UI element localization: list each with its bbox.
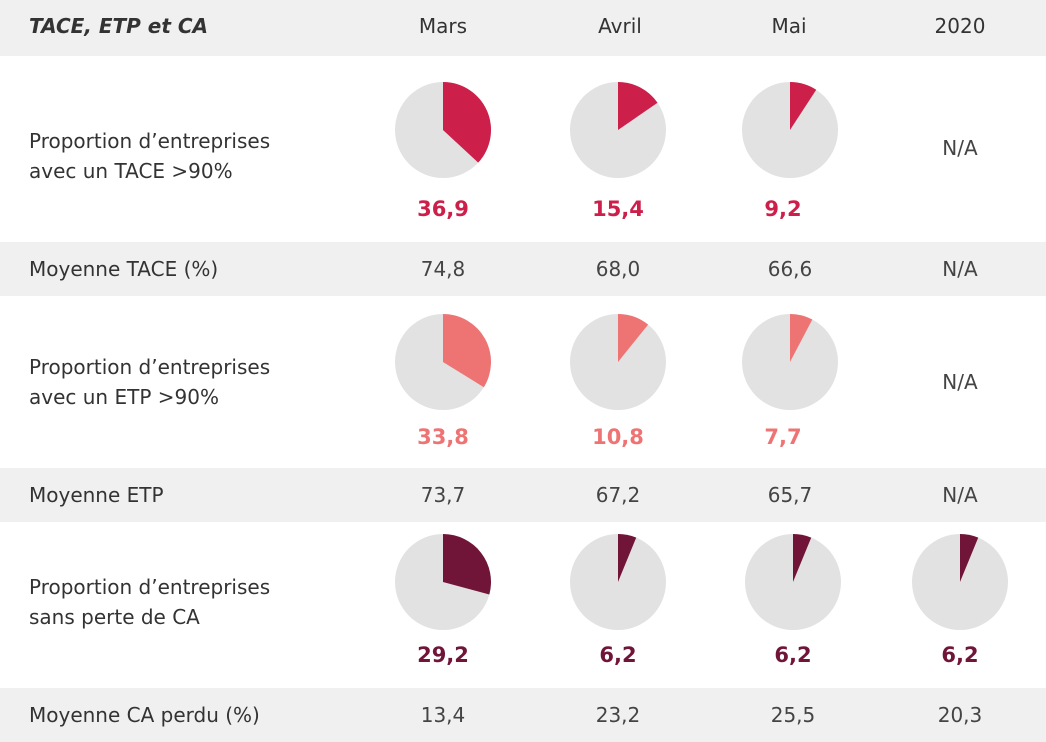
table-title: TACE, ETP et CA (29, 14, 209, 38)
etp-average-label: Moyenne ETP (29, 483, 164, 507)
pie-ca-avril (570, 534, 666, 630)
pie-svg (570, 82, 666, 178)
pie-svg (742, 82, 838, 178)
pie-svg (742, 314, 838, 410)
tace-value-avril: 15,4 (592, 197, 644, 221)
tace-proportion-label-line1: Proportion d’entreprises (29, 129, 271, 153)
etp-proportion-2020: N/A (942, 370, 978, 394)
ca-value-mars: 29,2 (417, 643, 469, 667)
tace-average-2020: N/A (942, 257, 978, 281)
pie-slice (960, 534, 979, 582)
pie-svg (745, 534, 841, 630)
tace-value-mai: 9,2 (764, 197, 802, 221)
ca-value-mai: 6,2 (774, 643, 812, 667)
tace-proportion-row: Proportion d’entreprises avec un TACE >9… (0, 56, 1046, 242)
pie-etp-avril (570, 314, 666, 410)
pie-etp-mars (395, 314, 491, 410)
pie-ca-mai (745, 534, 841, 630)
ca-average-label: Moyenne CA perdu (%) (29, 703, 260, 727)
column-header-avril: Avril (598, 14, 642, 38)
tace-average-label: Moyenne TACE (%) (29, 257, 219, 281)
pie-slice (618, 534, 637, 582)
column-header-mai: Mai (771, 14, 807, 38)
column-header-mars: Mars (418, 14, 468, 38)
ca-proportion-row: Proportion d’entreprises sans perte de C… (0, 522, 1046, 688)
tace-average-avril: 68,0 (595, 257, 641, 281)
pie-svg (395, 314, 491, 410)
pie-tace-mai (742, 82, 838, 178)
ca-average-avril: 23,2 (595, 703, 641, 727)
ca-proportion-label-line1: Proportion d’entreprises (29, 575, 271, 599)
pie-slice (618, 82, 658, 130)
etp-proportion-label-line2: avec un ETP >90% (29, 385, 219, 409)
pie-svg (912, 534, 1008, 630)
header-row: TACE, ETP et CA Mars Avril Mai 2020 (0, 0, 1046, 56)
pie-ca-2020 (912, 534, 1008, 630)
tace-average-row: Moyenne TACE (%) 74,8 68,0 66,6 N/A (0, 242, 1046, 296)
pie-tace-mars (395, 82, 491, 178)
pie-tace-avril (570, 82, 666, 178)
pie-svg (570, 534, 666, 630)
pie-slice (790, 314, 813, 362)
etp-average-mai: 65,7 (767, 483, 813, 507)
pie-ca-mars (395, 534, 491, 630)
tace-average-mai: 66,6 (767, 257, 813, 281)
etp-proportion-label-line1: Proportion d’entreprises (29, 355, 271, 379)
etp-average-mars: 73,7 (420, 483, 466, 507)
ca-proportion-label-line2: sans perte de CA (29, 605, 200, 629)
pie-slice (793, 534, 812, 582)
ca-average-mai: 25,5 (770, 703, 816, 727)
tace-proportion-2020: N/A (942, 136, 978, 160)
tace-value-mars: 36,9 (417, 197, 469, 221)
pie-slice (443, 314, 491, 388)
pie-svg (395, 82, 491, 178)
etp-value-mai: 7,7 (764, 425, 802, 449)
ca-average-2020: 20,3 (937, 703, 983, 727)
column-header-2020: 2020 (934, 14, 986, 38)
ca-average-row: Moyenne CA perdu (%) 13,4 23,2 25,5 20,3 (0, 688, 1046, 742)
pie-slice (790, 82, 817, 130)
etp-value-mars: 33,8 (417, 425, 469, 449)
pie-slice (618, 314, 649, 362)
pie-svg (570, 314, 666, 410)
ca-value-2020: 6,2 (941, 643, 979, 667)
ca-average-mars: 13,4 (420, 703, 466, 727)
tace-proportion-label-line2: avec un TACE >90% (29, 159, 233, 183)
tace-average-mars: 74,8 (420, 257, 466, 281)
etp-average-avril: 67,2 (595, 483, 641, 507)
pie-slice (443, 534, 491, 595)
pie-etp-mai (742, 314, 838, 410)
etp-average-2020: N/A (942, 483, 978, 507)
etp-average-row: Moyenne ETP 73,7 67,2 65,7 N/A (0, 468, 1046, 522)
pie-slice (443, 82, 491, 163)
pie-svg (395, 534, 491, 630)
etp-value-avril: 10,8 (592, 425, 644, 449)
etp-proportion-row: Proportion d’entreprises avec un ETP >90… (0, 296, 1046, 468)
ca-value-avril: 6,2 (599, 643, 637, 667)
